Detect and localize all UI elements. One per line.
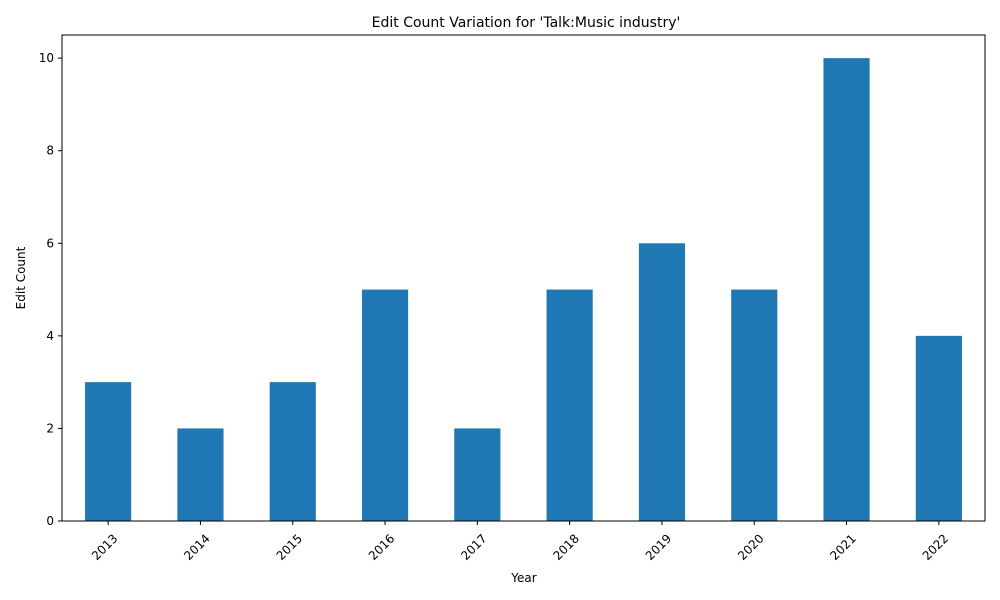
bar-2019 (638, 243, 686, 522)
bar-2018 (546, 289, 593, 521)
x-tick-label-2014: 2014 (181, 531, 212, 562)
bar-2014 (177, 428, 224, 521)
bar-2022 (915, 335, 962, 521)
x-tick-label-2017: 2017 (458, 531, 489, 562)
bar-2016 (361, 289, 409, 521)
y-tick-label-0: 0 (46, 514, 54, 528)
x-tick-label-2019: 2019 (643, 531, 674, 562)
bar-2020 (731, 289, 778, 521)
x-tick-label-2015: 2015 (274, 531, 305, 562)
bar-2021 (823, 58, 870, 522)
y-tick-label-2: 2 (46, 421, 54, 435)
y-tick-label-4: 4 (46, 329, 54, 343)
x-tick-label-2021: 2021 (827, 531, 858, 562)
x-tick-label-2022: 2022 (920, 531, 951, 562)
bar-2017 (454, 428, 501, 521)
y-tick-label-6: 6 (46, 236, 54, 250)
plot-area: 0 2 4 6 8 10 2013 2014 2015 2016 2017 2018 2019 2020 2… (39, 34, 986, 563)
chart-title: Edit Count Variation for 'Talk:Music ind… (372, 15, 681, 31)
y-tick-label-8: 8 (46, 144, 54, 158)
y-tick-label-10: 10 (39, 51, 54, 65)
x-tick-label-2020: 2020 (735, 531, 766, 562)
bar-2013 (85, 382, 132, 521)
x-tick-label-2016: 2016 (366, 531, 397, 562)
x-tick-label-2018: 2018 (550, 531, 581, 562)
axes-frame (61, 34, 986, 522)
y-axis-label: Edit Count (14, 246, 28, 309)
bar-2015 (269, 382, 316, 521)
x-tick-label-2013: 2013 (89, 531, 120, 562)
x-axis-label: Year (510, 571, 536, 585)
